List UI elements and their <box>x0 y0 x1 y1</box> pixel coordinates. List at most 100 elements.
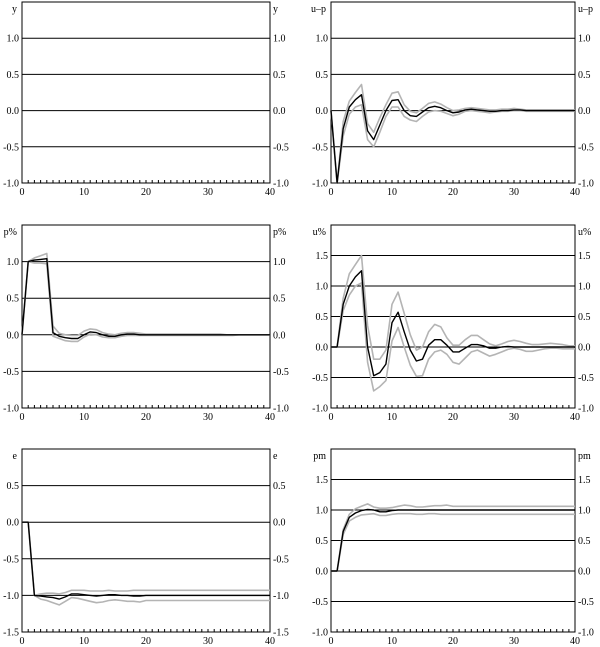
series-line-upper <box>22 521 270 597</box>
plot-frame <box>330 1 576 184</box>
y-tick-label-right: 0.0 <box>273 518 286 529</box>
variable-label-left: e <box>13 451 18 462</box>
y-tick-label-right: -1.0 <box>578 628 594 639</box>
y-tick-label-left: -1.0 <box>312 628 328 639</box>
panel-3: 1.5 1.5 1.0 1.0 0.5 0.5 0.0 0.0 -0.5 -0.5 -1.0 -1.0… <box>312 224 594 423</box>
variable-label-left: u–p <box>311 4 326 15</box>
y-tick-label-left: -0.5 <box>312 373 328 384</box>
x-tick-label: 10 <box>79 187 89 198</box>
x-tick-label: 20 <box>448 187 458 198</box>
y-tick-label-right: 0.0 <box>578 343 591 354</box>
y-tick-label-right: 1.0 <box>578 282 591 293</box>
x-tick-label: 10 <box>387 636 397 647</box>
y-tick-label-right: -0.5 <box>273 142 289 153</box>
y-tick-label-left: 0.0 <box>7 518 20 529</box>
y-tick-label-left: 1.5 <box>316 475 329 486</box>
y-tick-label-left: 0.0 <box>316 567 329 578</box>
y-tick-label-left: 0.5 <box>7 294 20 305</box>
y-tick-label-right: 1.0 <box>273 34 286 45</box>
series-line-upper <box>330 83 575 184</box>
series-line-estimate <box>331 508 575 572</box>
variable-label-right: p% <box>273 227 286 238</box>
y-tick-label-right: 0.0 <box>578 567 591 578</box>
x-tick-label: 0 <box>329 636 334 647</box>
series-line-upper <box>331 503 575 572</box>
x-tick-label: 0 <box>20 636 25 647</box>
y-tick-label-left: -1.0 <box>3 591 19 602</box>
variable-label-right: u–p <box>578 4 593 15</box>
y-tick-label-left: 1.0 <box>7 34 20 45</box>
y-tick-label-right: 0.5 <box>578 536 591 547</box>
y-tick-label-left: -0.5 <box>312 142 328 153</box>
variable-label-right: e <box>273 451 278 462</box>
x-tick-label: 30 <box>509 187 519 198</box>
x-tick-label: 40 <box>265 412 275 423</box>
series-line-lower <box>331 282 575 392</box>
y-tick-label-left: -0.5 <box>3 554 19 565</box>
x-tick-label: 30 <box>203 412 213 423</box>
y-tick-label-left: -1.0 <box>3 179 19 190</box>
y-tick-label-right: -1.0 <box>578 179 594 190</box>
y-tick-label-left: 0.0 <box>316 343 329 354</box>
y-tick-label-right: -1.5 <box>273 628 289 639</box>
panel-0: 1.0 1.00.5 0.50.0 0.0-0.5 -0.5-1.0 -1.00 10 20 3… <box>3 1 289 198</box>
y-tick-label-right: -1.0 <box>273 591 289 602</box>
y-tick-label-left: 1.0 <box>316 506 329 517</box>
panel-1: 1.0 1.00.5 0.50.0 0.0-0.5 -0.5-1.0 -1.00 10 20 3… <box>311 1 594 198</box>
y-tick-label-left: 0.5 <box>7 481 20 492</box>
x-tick-label: 20 <box>141 187 151 198</box>
x-tick-label: 20 <box>141 636 151 647</box>
series-line-estimate <box>331 270 575 377</box>
y-tick-label-right: 0.5 <box>273 70 286 81</box>
y-tick-label-right: -0.5 <box>578 142 594 153</box>
panel-2: 1.0 1.00.5 0.50.0 0.0-0.5 -0.5-1.0 -1.00 10 20 3… <box>3 224 289 423</box>
x-tick-label: 20 <box>448 636 458 647</box>
variable-label-left: p% <box>4 227 17 238</box>
y-tick-label-right: 1.0 <box>578 34 591 45</box>
y-tick-label-right: -0.5 <box>578 597 594 608</box>
x-tick-label: 40 <box>265 636 275 647</box>
y-tick-label-right: 1.5 <box>578 251 591 262</box>
x-tick-label: 30 <box>509 412 519 423</box>
x-tick-label: 0 <box>20 187 25 198</box>
y-tick-label-left: 0.5 <box>316 536 329 547</box>
y-tick-label-left: 0.5 <box>7 70 20 81</box>
x-tick-label: 0 <box>329 187 334 198</box>
series-line-lower <box>331 512 575 572</box>
x-tick-label: 30 <box>203 187 213 198</box>
y-tick-label-right: 0.5 <box>273 294 286 305</box>
series-line-upper <box>331 254 575 361</box>
y-tick-label-right: -1.0 <box>273 179 289 190</box>
y-tick-label-left: -1.5 <box>3 628 19 639</box>
y-tick-label-right: 1.0 <box>578 506 591 517</box>
x-tick-label: 10 <box>387 412 397 423</box>
series-line-lower <box>21 260 270 343</box>
y-tick-label-left: -1.0 <box>3 404 19 415</box>
x-tick-label: 0 <box>20 412 25 423</box>
series-line-estimate <box>22 521 270 600</box>
y-tick-label-left: 0.5 <box>316 312 329 323</box>
y-tick-label-left: -0.5 <box>312 597 328 608</box>
variable-label-right: y <box>273 4 278 15</box>
x-tick-label: 20 <box>141 412 151 423</box>
y-tick-label-left: -1.0 <box>312 404 328 415</box>
variable-label-left: y <box>12 4 17 15</box>
y-tick-label-right: 0.0 <box>273 330 286 341</box>
variable-label-right: pm <box>578 451 591 462</box>
y-tick-label-left: 1.0 <box>316 282 329 293</box>
y-tick-label-right: 0.0 <box>578 106 591 117</box>
series-line-estimate <box>330 93 575 184</box>
plot-frame <box>21 224 271 409</box>
y-tick-label-left: 0.0 <box>7 106 20 117</box>
y-tick-label-right: -1.0 <box>273 404 289 415</box>
series-line-lower <box>330 104 575 184</box>
variable-label-left: pm <box>313 451 326 462</box>
y-tick-label-left: -1.0 <box>312 179 328 190</box>
x-tick-label: 10 <box>79 636 89 647</box>
x-tick-label: 10 <box>79 412 89 423</box>
y-tick-label-right: -1.0 <box>578 404 594 415</box>
y-tick-label-left: -0.5 <box>3 367 19 378</box>
x-tick-label: 10 <box>387 187 397 198</box>
y-tick-label-left: 0.0 <box>316 106 329 117</box>
